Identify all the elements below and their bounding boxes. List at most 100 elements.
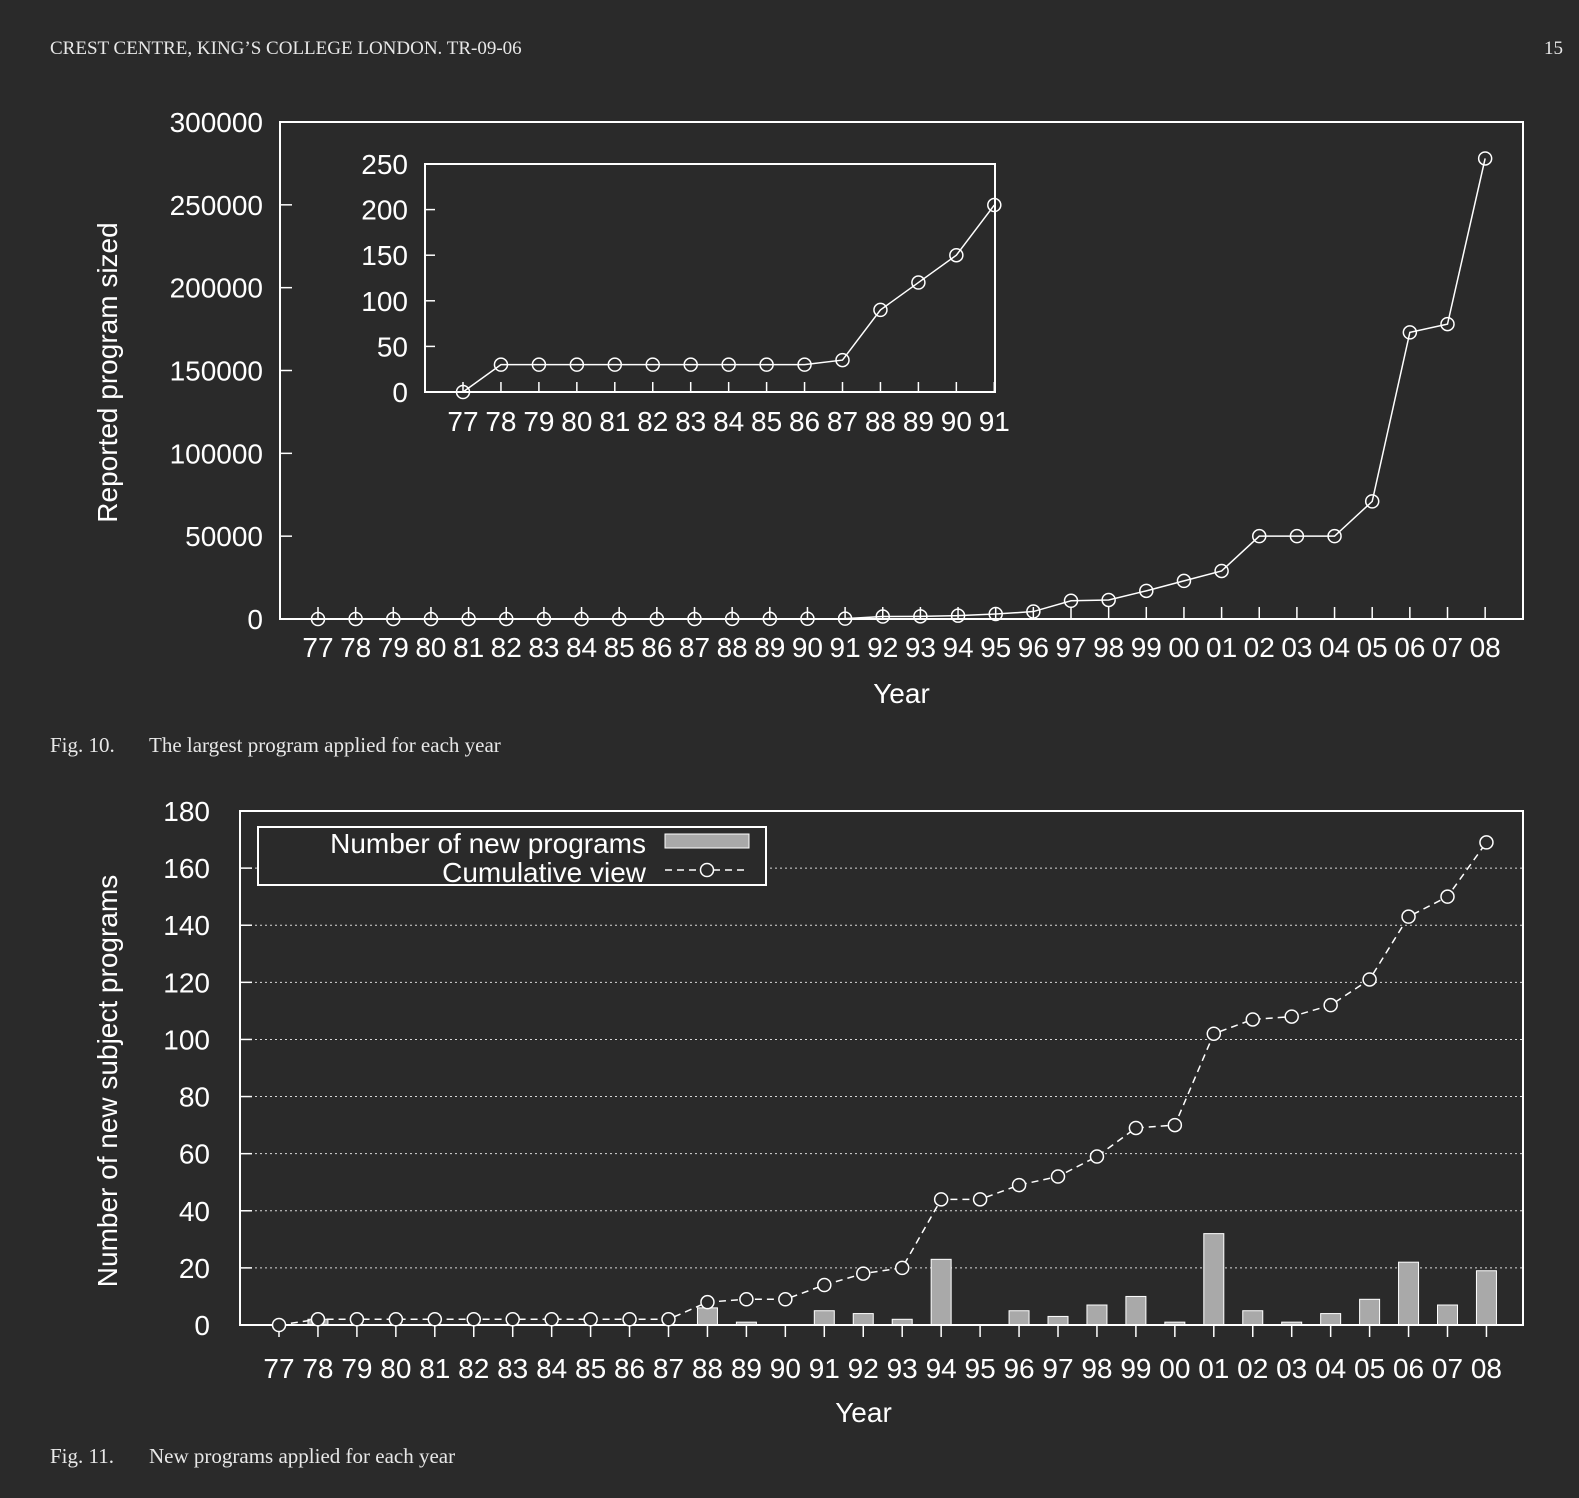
cumulative-point bbox=[972, 1192, 988, 1207]
y-tick-label: 120 bbox=[163, 967, 210, 998]
figure-11-label: Fig. 11. bbox=[50, 1444, 114, 1468]
bar bbox=[813, 1310, 835, 1326]
inset-x-tick-label: 82 bbox=[637, 406, 668, 437]
bar bbox=[1320, 1313, 1342, 1326]
x-tick-label: 85 bbox=[575, 1353, 606, 1384]
bar bbox=[1203, 1233, 1225, 1326]
data-point bbox=[348, 611, 363, 627]
legend-label-line: Cumulative view bbox=[442, 857, 647, 888]
y-tick-label: 50000 bbox=[185, 521, 263, 552]
x-tick-label: 79 bbox=[341, 1353, 372, 1384]
data-point bbox=[988, 606, 1003, 622]
inset-x-tick-label: 85 bbox=[751, 406, 782, 437]
data-point bbox=[423, 611, 439, 627]
inset-y-tick-label: 250 bbox=[361, 149, 408, 180]
x-tick-label: 86 bbox=[614, 1353, 645, 1384]
x-tick-label: 90 bbox=[792, 632, 823, 663]
inset-y-tick-label: 50 bbox=[377, 331, 408, 362]
cumulative-point bbox=[310, 1312, 326, 1327]
data-point bbox=[762, 611, 778, 627]
inset-x-tick-label: 81 bbox=[599, 406, 630, 437]
cumulative-point bbox=[622, 1312, 637, 1327]
cumulative-point bbox=[817, 1277, 832, 1293]
x-tick-label: 00 bbox=[1168, 632, 1199, 663]
data-point bbox=[611, 611, 627, 627]
data-point bbox=[1402, 325, 1418, 340]
inset-data-point bbox=[455, 384, 471, 400]
x-tick-label: 07 bbox=[1432, 1353, 1463, 1384]
inset-data-point bbox=[493, 357, 509, 372]
cumulative-point bbox=[856, 1266, 871, 1281]
data-point bbox=[574, 611, 589, 627]
data-point bbox=[461, 611, 476, 627]
x-tick-label: 89 bbox=[731, 1353, 762, 1384]
x-tick-label: 91 bbox=[830, 632, 861, 663]
cumulative-point bbox=[583, 1312, 598, 1327]
data-point bbox=[649, 611, 665, 627]
data-point bbox=[1139, 583, 1154, 599]
x-tick-label: 77 bbox=[302, 632, 333, 663]
bar bbox=[1125, 1295, 1147, 1326]
legend-swatch-bars bbox=[664, 833, 750, 849]
inset-x-tick-label: 86 bbox=[789, 406, 820, 437]
x-tick-label: 01 bbox=[1198, 1353, 1229, 1384]
x-tick-label: 92 bbox=[867, 632, 898, 663]
cumulative-point bbox=[1284, 1009, 1299, 1024]
cumulative-point bbox=[1401, 909, 1416, 924]
x-axis-label: Year bbox=[835, 1397, 892, 1428]
bar bbox=[852, 1313, 874, 1326]
x-tick-label: 78 bbox=[340, 632, 371, 663]
x-tick-label: 05 bbox=[1357, 632, 1388, 663]
figure-11-caption: Fig. 11. New programs applied for each ye… bbox=[50, 1444, 455, 1469]
cumulative-point bbox=[505, 1312, 520, 1327]
data-point bbox=[1026, 604, 1041, 619]
x-tick-label: 90 bbox=[770, 1353, 801, 1384]
x-tick-label: 83 bbox=[528, 632, 559, 663]
legend-swatch-marker bbox=[699, 862, 715, 878]
bar bbox=[1437, 1304, 1458, 1326]
inset-x-tick-label: 88 bbox=[865, 406, 896, 437]
x-tick-label: 94 bbox=[926, 1353, 957, 1384]
y-tick-label: 200000 bbox=[170, 273, 263, 304]
x-tick-label: 04 bbox=[1319, 632, 1350, 663]
bar bbox=[1398, 1261, 1420, 1326]
cumulative-point bbox=[933, 1192, 949, 1207]
inset-data-point bbox=[797, 357, 812, 372]
y-tick-label: 160 bbox=[163, 853, 210, 884]
y-tick-label: 140 bbox=[163, 910, 210, 941]
x-tick-label: 97 bbox=[1042, 1353, 1073, 1384]
inset-x-tick-label: 91 bbox=[979, 406, 1010, 437]
bar bbox=[1086, 1304, 1108, 1326]
x-tick-label: 96 bbox=[1003, 1353, 1034, 1384]
inset-data-point bbox=[721, 357, 736, 372]
y-tick-label: 80 bbox=[179, 1082, 210, 1113]
inset-data-point bbox=[911, 275, 926, 290]
x-tick-label: 84 bbox=[536, 1353, 567, 1384]
x-tick-label: 93 bbox=[905, 632, 936, 663]
x-tick-label: 02 bbox=[1237, 1353, 1268, 1384]
x-tick-label: 04 bbox=[1315, 1353, 1346, 1384]
data-point bbox=[386, 611, 401, 627]
x-tick-label: 80 bbox=[415, 632, 446, 663]
cumulative-point bbox=[271, 1317, 287, 1333]
x-tick-label: 02 bbox=[1244, 632, 1275, 663]
inset-y-tick-label: 150 bbox=[361, 240, 408, 271]
inset-data-point bbox=[569, 357, 585, 372]
x-tick-label: 96 bbox=[1018, 632, 1049, 663]
data-point bbox=[310, 611, 326, 627]
inset-data-point bbox=[759, 357, 774, 372]
cumulative-point bbox=[661, 1312, 676, 1327]
cumulative-point bbox=[1089, 1149, 1105, 1164]
inset-data-point bbox=[987, 197, 1002, 213]
y-tick-label: 100 bbox=[163, 1024, 210, 1055]
cumulative-line bbox=[278, 841, 1488, 1326]
cumulative-point bbox=[1128, 1120, 1144, 1136]
x-tick-label: 81 bbox=[453, 632, 484, 663]
inset-y-tick-label: 100 bbox=[361, 286, 408, 317]
x-tick-label: 98 bbox=[1081, 1353, 1112, 1384]
x-tick-label: 87 bbox=[653, 1353, 684, 1384]
inset-x-tick-label: 87 bbox=[827, 406, 858, 437]
data-point bbox=[687, 611, 702, 627]
cumulative-point bbox=[1245, 1012, 1260, 1027]
inset-data-point bbox=[645, 357, 660, 372]
